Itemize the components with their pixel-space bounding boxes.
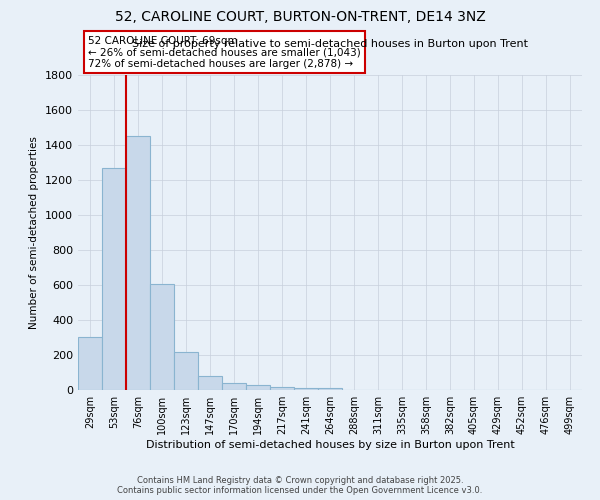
Bar xyxy=(174,352,198,390)
Bar xyxy=(102,168,126,390)
Bar xyxy=(222,383,246,390)
Y-axis label: Number of semi-detached properties: Number of semi-detached properties xyxy=(29,136,40,329)
Bar xyxy=(246,385,270,390)
Bar xyxy=(126,136,150,390)
Text: Contains HM Land Registry data © Crown copyright and database right 2025.
Contai: Contains HM Land Registry data © Crown c… xyxy=(118,476,482,495)
Title: Size of property relative to semi-detached houses in Burton upon Trent: Size of property relative to semi-detach… xyxy=(132,39,528,49)
Bar xyxy=(318,388,342,390)
Bar xyxy=(78,336,102,390)
Bar xyxy=(150,284,174,390)
Bar xyxy=(294,388,318,390)
Text: 52, CAROLINE COURT, BURTON-ON-TRENT, DE14 3NZ: 52, CAROLINE COURT, BURTON-ON-TRENT, DE1… xyxy=(115,10,485,24)
Text: 52 CAROLINE COURT: 69sqm
← 26% of semi-detached houses are smaller (1,043)
72% o: 52 CAROLINE COURT: 69sqm ← 26% of semi-d… xyxy=(88,36,361,68)
Bar xyxy=(198,376,222,390)
X-axis label: Distribution of semi-detached houses by size in Burton upon Trent: Distribution of semi-detached houses by … xyxy=(146,440,514,450)
Bar xyxy=(270,386,294,390)
